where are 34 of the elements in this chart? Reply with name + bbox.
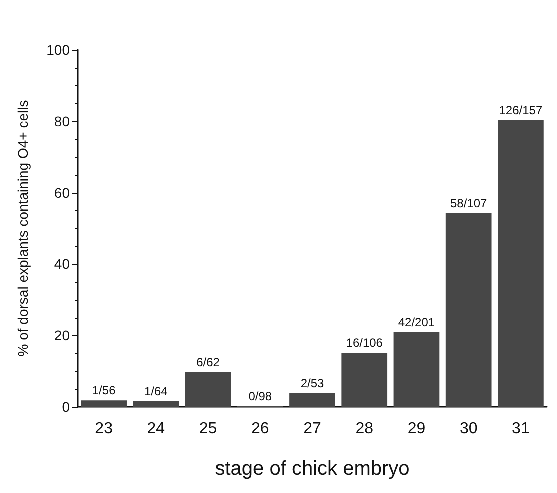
- data-label: 42/201: [398, 315, 436, 330]
- bar: [342, 353, 388, 407]
- x-tick-label: 25: [199, 420, 218, 438]
- bar: [81, 400, 127, 407]
- data-label: 1/56: [92, 384, 116, 398]
- data-label: 2/53: [300, 376, 324, 390]
- x-tick-label: 24: [147, 420, 166, 438]
- x-tick-label: 30: [460, 420, 478, 438]
- bar: [133, 401, 180, 407]
- bar: [185, 372, 232, 407]
- data-label: 1/64: [144, 384, 168, 398]
- data-label: 0/98: [248, 390, 272, 404]
- y-tick-label: 60: [54, 184, 70, 201]
- y-tick-label: 40: [54, 256, 70, 272]
- x-tick-label: 28: [356, 420, 374, 438]
- x-tick-label: 29: [408, 420, 426, 438]
- x-tick-label: 26: [251, 420, 270, 438]
- x-axis-title: stage of chick embryo: [215, 458, 410, 480]
- y-tick-label: 0: [62, 399, 70, 415]
- x-tick-label: 27: [304, 420, 322, 438]
- data-label: 16/106: [346, 336, 384, 350]
- bar: [446, 214, 492, 407]
- y-axis-title: % of dorsal explants containing O4+ cells: [15, 100, 31, 357]
- data-label: 58/107: [450, 196, 488, 211]
- bar: [498, 120, 544, 407]
- x-tick-label: 31: [512, 420, 530, 438]
- y-tick-label: 100: [46, 42, 70, 58]
- y-tick-label: 80: [54, 113, 70, 130]
- data-label: 126/157: [499, 103, 543, 118]
- bar: [394, 332, 440, 407]
- y-tick-label: 20: [54, 328, 70, 344]
- x-tick-label: 23: [95, 420, 114, 438]
- data-label: 6/62: [196, 355, 220, 370]
- bar: [290, 393, 336, 407]
